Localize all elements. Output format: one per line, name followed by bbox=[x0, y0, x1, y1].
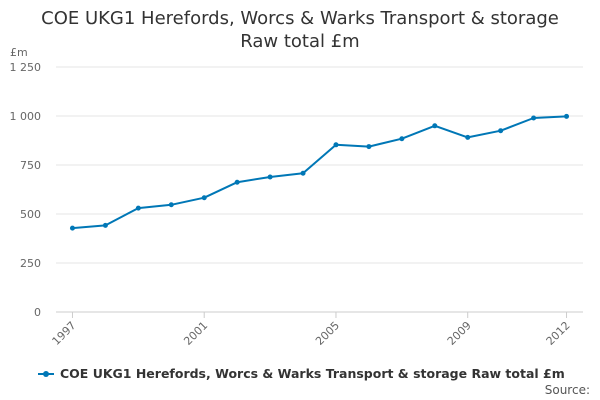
data-point[interactable] bbox=[102, 222, 108, 228]
y-axis: 0 250 500 750 1 000 1 250 bbox=[10, 61, 42, 319]
data-point[interactable] bbox=[267, 174, 273, 180]
series-group bbox=[69, 113, 570, 231]
data-point[interactable] bbox=[498, 128, 504, 134]
y-tick-label: 750 bbox=[20, 159, 41, 172]
y-tick-label: 1 000 bbox=[10, 110, 42, 123]
legend-line-marker-icon bbox=[38, 369, 54, 379]
source-label: Source: bbox=[544, 383, 590, 397]
x-tick-label: 2001 bbox=[181, 319, 210, 348]
y-tick-label: 500 bbox=[20, 208, 41, 221]
y-tick-label: 0 bbox=[34, 306, 41, 319]
y-tick-label: 250 bbox=[20, 257, 41, 270]
x-tick-label: 2009 bbox=[445, 319, 474, 348]
x-tick-label: 2012 bbox=[544, 319, 573, 348]
series-line bbox=[72, 115, 567, 230]
data-point[interactable] bbox=[432, 123, 438, 129]
legend-label: COE UKG1 Herefords, Worcs & Warks Transp… bbox=[60, 366, 565, 381]
x-axis: 1997 2001 2005 2009 2012 bbox=[50, 311, 583, 348]
chart-subtitle: Raw total £m bbox=[240, 31, 360, 52]
x-tick-label: 1997 bbox=[50, 319, 79, 348]
data-point[interactable] bbox=[201, 195, 207, 201]
x-tick-label: 2005 bbox=[313, 319, 342, 348]
y-tick-label: 1 250 bbox=[10, 61, 42, 74]
data-point[interactable] bbox=[366, 144, 372, 150]
data-point[interactable] bbox=[564, 113, 570, 119]
chart-title: COE UKG1 Herefords, Worcs & Warks Transp… bbox=[0, 7, 600, 53]
data-point[interactable] bbox=[465, 134, 471, 140]
legend[interactable]: COE UKG1 Herefords, Worcs & Warks Transp… bbox=[38, 366, 565, 381]
data-point[interactable] bbox=[300, 170, 306, 176]
data-point[interactable] bbox=[135, 205, 141, 211]
data-point[interactable] bbox=[234, 179, 240, 185]
data-point[interactable] bbox=[399, 136, 405, 142]
data-point[interactable] bbox=[531, 115, 537, 121]
chart-title-line: COE UKG1 Herefords, Worcs & Warks Transp… bbox=[41, 8, 559, 29]
y-axis-unit-label: £m bbox=[10, 46, 28, 59]
data-point[interactable] bbox=[168, 202, 174, 208]
data-point[interactable] bbox=[333, 142, 339, 148]
data-point[interactable] bbox=[69, 225, 75, 231]
gridlines bbox=[56, 66, 583, 313]
